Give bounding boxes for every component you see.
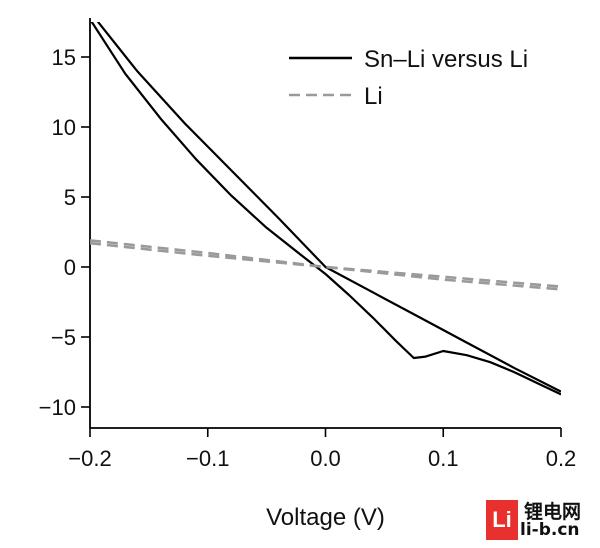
y-tick-label: 10: [52, 115, 76, 140]
x-axis-title: Voltage (V): [266, 504, 385, 531]
series-line-2-branch-2: [90, 241, 561, 288]
watermark: Li 锂电网 li-b.cn: [462, 496, 600, 548]
y-tick-label: 0: [64, 255, 76, 280]
y-tick-label: 5: [64, 185, 76, 210]
series-line-1-branch-2: [90, 22, 561, 396]
logo-icon: Li: [486, 500, 518, 540]
legend-label-1: Sn–Li versus Li: [364, 46, 528, 73]
watermark-site-name: 锂电网: [524, 501, 582, 523]
x-tick-label: 0.1: [428, 446, 459, 471]
logo-text: Li: [492, 507, 512, 532]
y-tick-label: −5: [51, 325, 76, 350]
legend-label-2: Li: [364, 83, 383, 110]
x-tick-label: −0.2: [68, 446, 111, 471]
series-line-1-branch-1: [96, 22, 561, 393]
x-tick-label: 0.0: [310, 446, 341, 471]
watermark-url: li-b.cn: [520, 520, 580, 540]
series-group: [90, 22, 561, 396]
y-tick-label: 15: [52, 45, 76, 70]
x-tick-label: −0.1: [186, 446, 229, 471]
series-line-2-branch-1: [90, 239, 561, 291]
y-tick-label: −10: [39, 395, 76, 420]
x-tick-label: 0.2: [546, 446, 577, 471]
